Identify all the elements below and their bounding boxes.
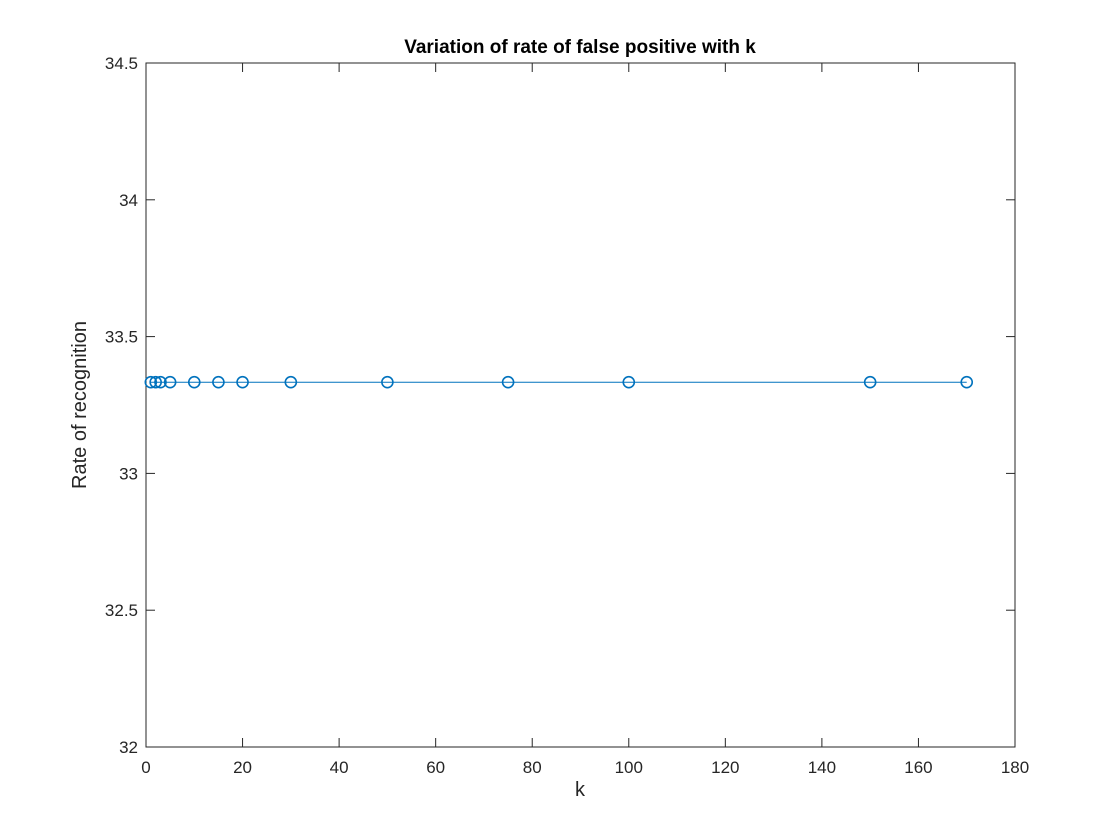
data-point xyxy=(622,375,636,389)
data-point xyxy=(236,375,249,389)
y-tick-label: 34.5 xyxy=(105,54,138,73)
data-point xyxy=(960,375,974,389)
x-tick-label: 0 xyxy=(141,758,150,777)
y-tick-label: 33.5 xyxy=(105,328,138,347)
x-tick-label: 140 xyxy=(808,758,836,777)
data-point xyxy=(163,375,177,389)
data-point xyxy=(501,375,515,389)
y-tick-label: 34 xyxy=(119,191,138,210)
data-point xyxy=(381,375,394,389)
plot-area xyxy=(145,62,1016,748)
x-tick-label: 120 xyxy=(711,758,739,777)
x-tick-label: 100 xyxy=(615,758,643,777)
x-tick-label: 160 xyxy=(904,758,932,777)
x-tick-label: 180 xyxy=(1001,758,1029,777)
axis-ticks: 0 20 40 60 80 100 120 140 160 180 32 32.5 33 33.5 34 34… xyxy=(105,54,1029,777)
x-axis-label: k xyxy=(575,779,586,801)
x-tick-label: 40 xyxy=(330,758,349,777)
y-tick-label: 32.5 xyxy=(105,601,138,620)
data-point xyxy=(187,375,201,389)
data-point xyxy=(154,375,167,389)
data-point xyxy=(212,375,225,389)
y-tick-label: 33 xyxy=(119,464,138,483)
x-tick-label: 60 xyxy=(426,758,445,777)
y-tick-label: 32 xyxy=(119,738,138,757)
chart-title: Variation of rate of false positive with… xyxy=(404,37,756,58)
data-point xyxy=(144,375,158,389)
x-tick-label: 20 xyxy=(233,758,252,777)
data-point xyxy=(284,375,298,389)
data-point xyxy=(863,375,877,389)
x-tick-label: 80 xyxy=(523,758,542,777)
y-axis-label: Rate of recognition xyxy=(69,321,91,489)
data-point xyxy=(149,375,162,389)
series-group xyxy=(144,375,974,389)
